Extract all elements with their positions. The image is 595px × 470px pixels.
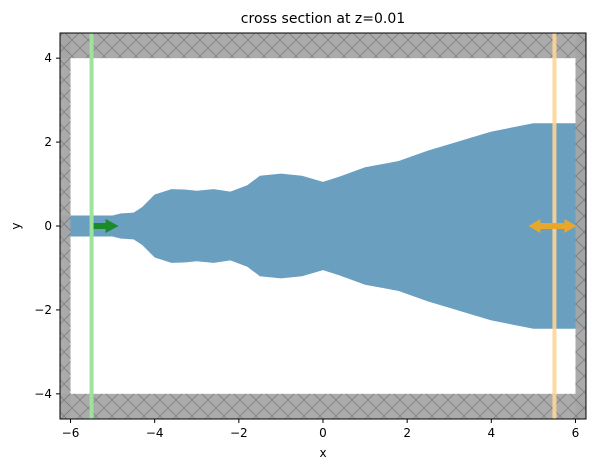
x-tick-label: 4	[487, 426, 495, 440]
pml-regions	[60, 33, 586, 419]
x-tick-label: −2	[230, 426, 248, 440]
y-tick-label: 4	[44, 51, 52, 65]
x-tick-label: 6	[572, 426, 580, 440]
y-tick-label: −4	[34, 387, 52, 401]
y-tick-label: 2	[44, 135, 52, 149]
y-axis-ticks: −4 −2 0 2 4	[34, 51, 60, 401]
x-axis-label: x	[319, 446, 326, 460]
pml-left	[60, 33, 71, 419]
pml-top	[60, 33, 586, 59]
x-tick-label: 0	[319, 426, 327, 440]
y-tick-label: −2	[34, 303, 52, 317]
x-tick-label: −6	[62, 426, 80, 440]
x-tick-label: −4	[146, 426, 164, 440]
pml-bottom	[60, 393, 586, 419]
plot-area	[60, 33, 586, 419]
waveguide-structure	[60, 123, 586, 329]
y-axis-label: y	[9, 222, 23, 229]
monitor-arrow	[528, 219, 577, 233]
y-tick-label: 0	[44, 219, 52, 233]
monitor-direction-arrow	[528, 219, 577, 233]
x-tick-label: 2	[403, 426, 411, 440]
source-arrow	[93, 219, 119, 233]
plot-title: cross section at z=0.01	[241, 11, 405, 27]
source-direction-arrow	[93, 219, 119, 233]
x-axis-ticks: −6 −4 −2 0 2 4 6	[62, 419, 580, 440]
pml-right	[575, 33, 586, 419]
